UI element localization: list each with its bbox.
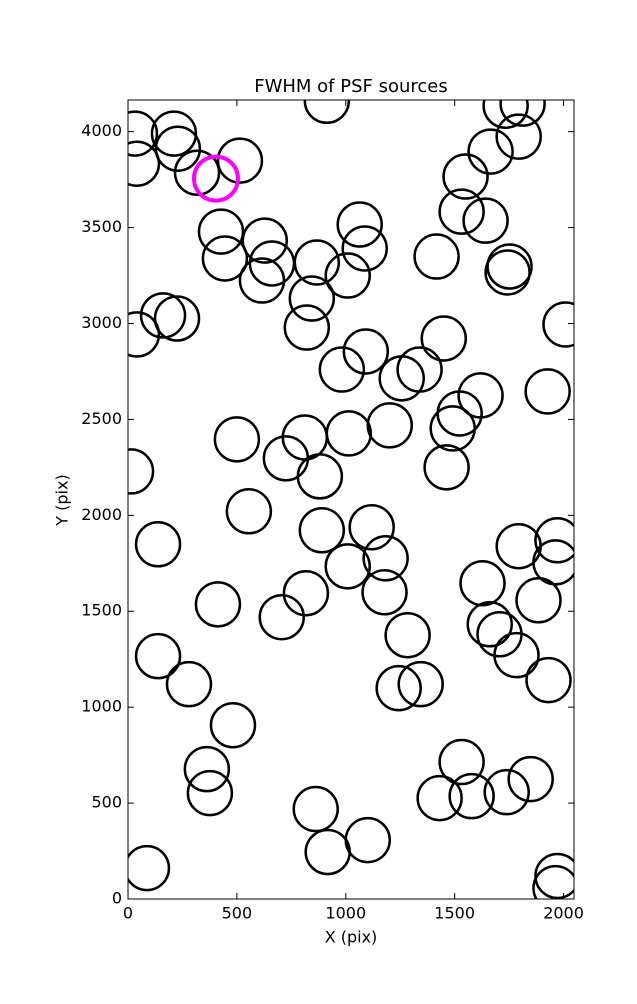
- source-circle: [298, 507, 346, 554]
- source-circle: [420, 315, 468, 362]
- source-circle: [524, 368, 571, 415]
- y-tick-label: 2500: [81, 409, 122, 428]
- source-circle: [150, 110, 198, 157]
- source-circle: [483, 768, 530, 816]
- source-circle: [128, 311, 161, 358]
- source-circle: [238, 257, 286, 304]
- source-circle: [499, 100, 546, 127]
- x-tick-label: 500: [222, 904, 253, 923]
- source-circle: [324, 543, 371, 590]
- source-circle: [154, 125, 202, 172]
- source-circle: [438, 188, 485, 235]
- source-circle: [459, 559, 506, 607]
- source-circle: [397, 660, 444, 708]
- source-circle: [342, 328, 390, 375]
- y-tick-label: 3000: [81, 313, 122, 332]
- source-circle: [128, 448, 155, 495]
- y-tick-label: 0: [112, 889, 122, 908]
- x-tick-label: 2000: [543, 904, 584, 923]
- source-circle: [194, 581, 242, 628]
- source-circle: [336, 201, 383, 248]
- source-circle: [416, 774, 463, 822]
- source-circle: [282, 569, 330, 617]
- source-circle: [344, 816, 392, 864]
- source-circle: [165, 660, 213, 708]
- source-circle: [128, 110, 159, 157]
- source-circle: [324, 252, 371, 299]
- source-circle: [366, 402, 414, 449]
- source-circle: [296, 453, 344, 500]
- source-circle: [534, 517, 574, 564]
- source-circle: [361, 569, 408, 616]
- source-circle: [534, 852, 574, 899]
- source-circle: [532, 864, 574, 899]
- source-circle: [429, 405, 476, 452]
- source-circle: [542, 301, 574, 348]
- source-circle: [375, 664, 422, 712]
- source-circle: [467, 128, 514, 175]
- source-circle: [213, 416, 261, 463]
- y-axis-label: Y (pix): [53, 474, 72, 526]
- y-tick-label: 3500: [81, 217, 122, 236]
- x-tick-label: 1000: [325, 904, 366, 923]
- source-circle: [128, 844, 171, 892]
- y-tick-label: 1000: [81, 697, 122, 716]
- source-circle: [139, 292, 187, 339]
- source-circle: [153, 295, 201, 342]
- source-circle: [186, 769, 234, 817]
- y-tick-label: 500: [91, 793, 122, 812]
- source-circle: [209, 701, 257, 749]
- source-circle: [423, 444, 470, 491]
- y-tick-label: 2000: [81, 505, 122, 524]
- source-circle: [134, 521, 182, 568]
- plot-area: [128, 100, 574, 899]
- source-circle: [515, 577, 562, 624]
- source-circle: [318, 346, 366, 393]
- x-tick-label: 1500: [434, 904, 475, 923]
- source-circle: [341, 225, 388, 272]
- source-circle: [293, 239, 341, 286]
- source-circle: [532, 539, 574, 586]
- source-circle: [462, 197, 509, 244]
- source-circle: [134, 632, 182, 680]
- source-circle: [484, 249, 531, 296]
- source-circle: [438, 738, 485, 786]
- source-circle: [283, 304, 331, 351]
- y-tick-label: 1500: [81, 601, 122, 620]
- x-axis-label: X (pix): [325, 928, 378, 947]
- source-circle: [482, 100, 529, 129]
- plot-frame: [127, 99, 575, 900]
- source-circle: [288, 275, 336, 322]
- source-circle: [396, 346, 443, 393]
- source-circle: [348, 503, 395, 551]
- chart-title: FWHM of PSF sources: [254, 76, 448, 97]
- source-circle: [495, 113, 542, 160]
- source-circle: [201, 235, 249, 282]
- source-circle: [507, 755, 554, 803]
- source-circle: [197, 208, 245, 255]
- source-circle: [216, 137, 264, 184]
- x-tick-label: 0: [123, 904, 133, 923]
- source-circle: [191, 154, 240, 203]
- source-circle: [525, 656, 572, 704]
- source-circle: [128, 140, 161, 187]
- source-circle: [173, 149, 221, 196]
- source-circle: [466, 601, 513, 648]
- source-circle: [225, 488, 273, 535]
- source-circle: [493, 631, 540, 679]
- source-circle: [303, 100, 351, 125]
- source-circle: [183, 745, 231, 793]
- y-tick-label: 4000: [81, 121, 122, 140]
- source-circle: [258, 593, 305, 641]
- source-circle: [442, 153, 489, 200]
- source-circle: [362, 535, 409, 582]
- source-circle: [292, 785, 339, 833]
- source-circle: [241, 217, 289, 264]
- source-circle: [384, 611, 431, 659]
- source-circle: [413, 233, 460, 280]
- source-circle: [448, 772, 495, 820]
